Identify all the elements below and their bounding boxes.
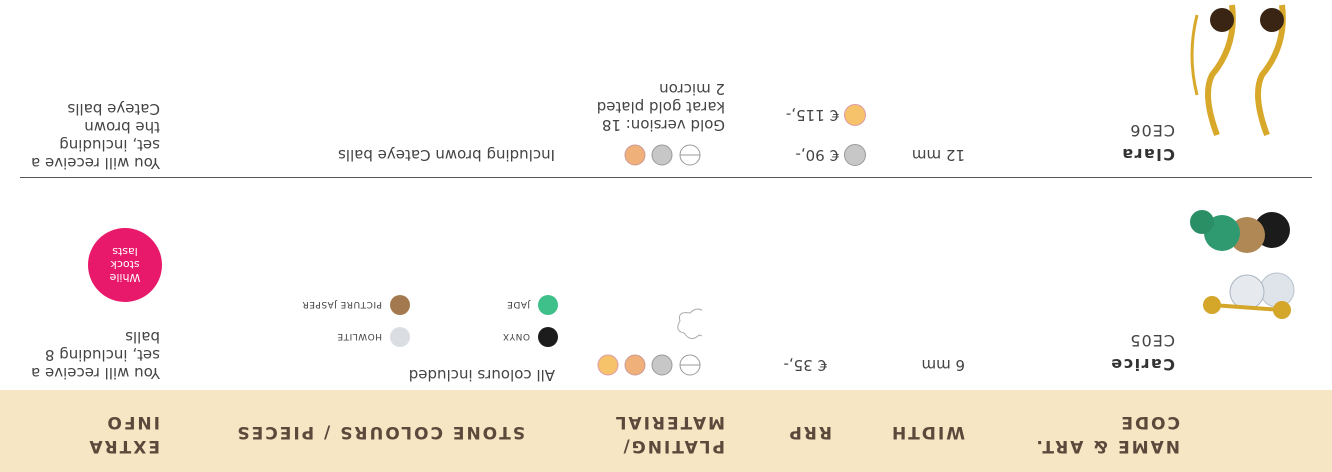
stones-note: Including brown Cateye balls <box>338 146 555 164</box>
product-image <box>1190 4 1286 137</box>
column-header: STONE COLOURS / PIECES <box>235 422 525 442</box>
extra-info: You will receive a set, including 8 ball… <box>31 328 160 382</box>
product-code: CE06 <box>1129 121 1175 140</box>
stone-label: HOWLITE <box>336 331 382 341</box>
stone-swatch <box>390 327 410 347</box>
stone-label: PICTURE JASPER <box>302 299 382 309</box>
width: 6 mm <box>921 356 965 374</box>
column-header: RRP <box>787 422 832 442</box>
plating-icons <box>597 308 702 376</box>
product-name: Carice <box>1109 355 1175 374</box>
stone-label: ONYX <box>502 331 530 341</box>
product-image <box>1190 210 1295 319</box>
column-header: NAME & ART. CODE <box>1034 412 1180 456</box>
row-divider <box>20 177 1312 178</box>
plating-icons <box>624 144 701 166</box>
stone-swatch <box>390 295 410 315</box>
price-swatch <box>844 104 866 126</box>
product-name: Clara <box>1120 145 1175 164</box>
width: 12 mm <box>911 146 965 164</box>
extra-info: You will receive a set, including the br… <box>31 100 160 172</box>
stones-note: All colours included <box>408 366 555 384</box>
stone-label: JADE <box>506 299 530 309</box>
price: € 90,- <box>795 146 839 164</box>
stone-swatch <box>538 327 558 347</box>
price-swatch <box>844 144 866 166</box>
plating-note: Gold version: 18 karat gold plated 2 mic… <box>596 80 725 134</box>
stock-badge: While stock lasts <box>88 228 162 302</box>
price: € 35,- <box>783 356 827 374</box>
badge-text: While stock lasts <box>109 245 141 285</box>
product-code: CE05 <box>1129 331 1175 350</box>
column-header: WIDTH <box>889 422 965 442</box>
column-header: EXTRA INFO <box>87 412 160 456</box>
stone-swatch <box>538 295 558 315</box>
column-header: PLATING/ MATERIAL <box>613 412 725 456</box>
price: € 115,- <box>785 106 839 124</box>
